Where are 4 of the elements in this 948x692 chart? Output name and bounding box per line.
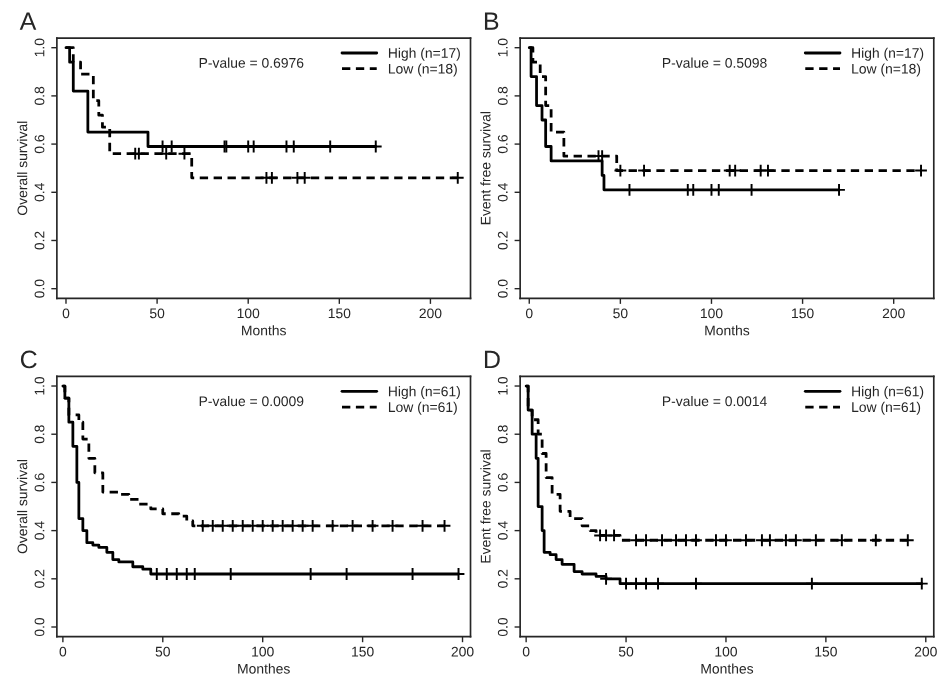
chart-title: C	[20, 350, 37, 369]
chart-title: B	[484, 12, 499, 30]
chart-title: D	[484, 350, 500, 369]
chart-title: A	[19, 12, 37, 30]
